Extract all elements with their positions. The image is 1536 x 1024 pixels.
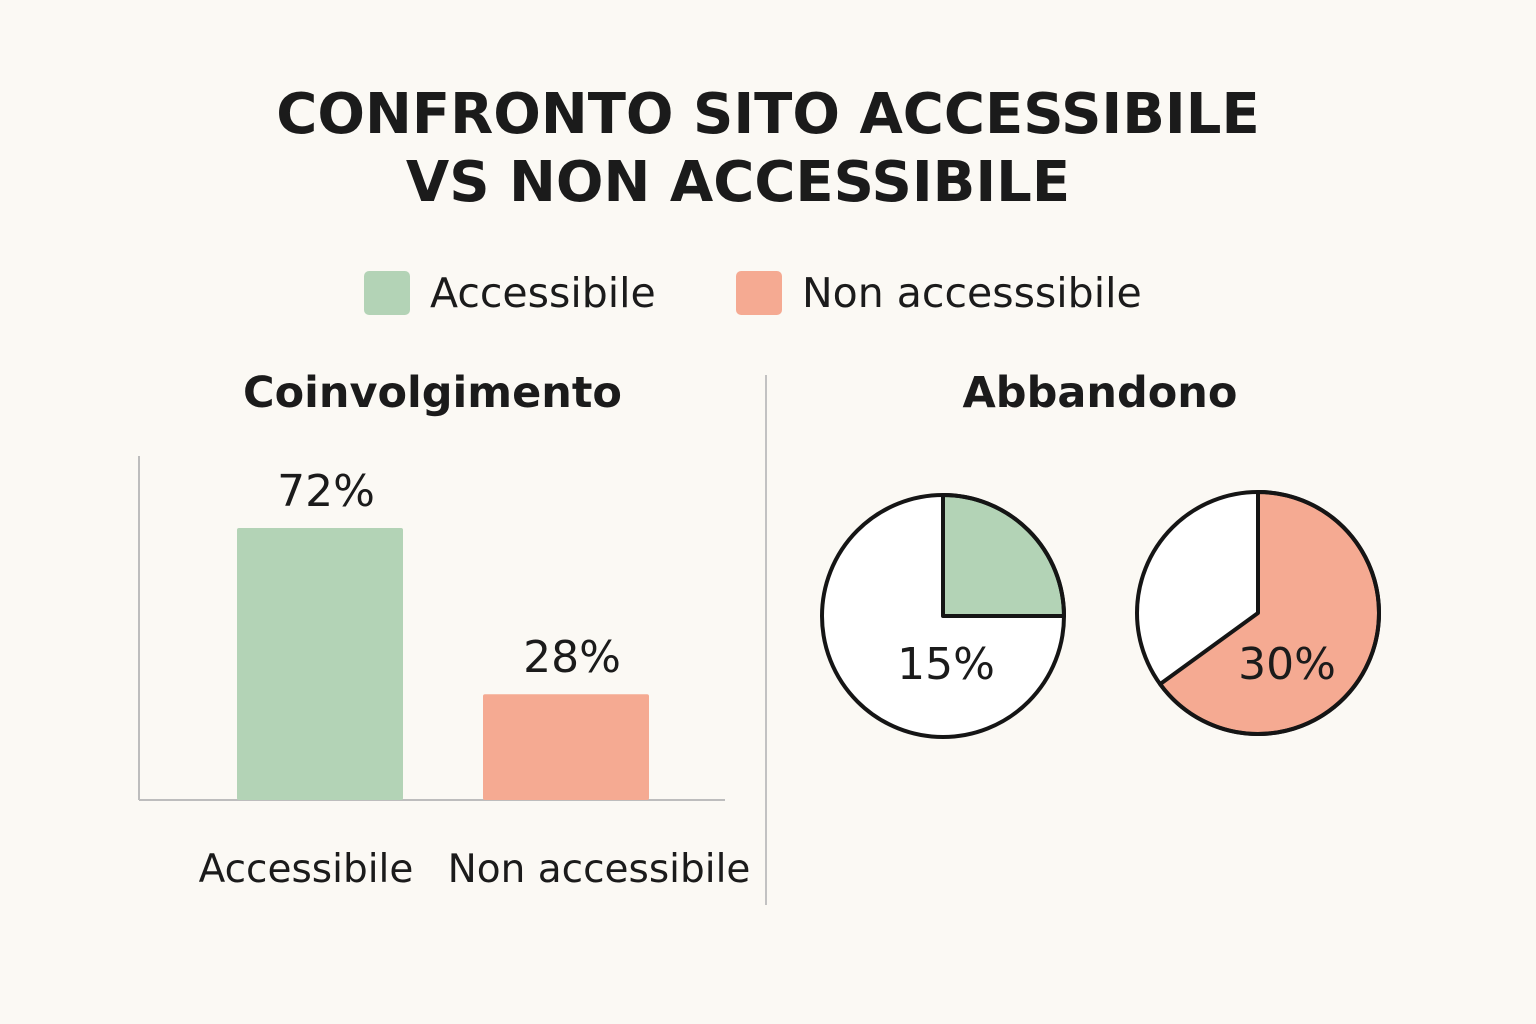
- bar-value-label: 28%: [523, 632, 621, 683]
- bar-chart-title: Coinvolgimento: [243, 368, 622, 418]
- bar-accessibile: [237, 528, 403, 800]
- legend-label-non-accessibile: Non accesssibile: [802, 269, 1142, 317]
- legend-item-accessibile: Accessibile: [364, 268, 656, 318]
- pie-chart-title: Abbandono: [962, 368, 1238, 418]
- bar-value-label: 72%: [277, 466, 375, 517]
- pie-outline: [820, 493, 1066, 739]
- pie-value-label: 30%: [1238, 639, 1336, 690]
- legend-item-non-accessibile: Non accesssibile: [736, 268, 1142, 318]
- bar-non-accessibile: [483, 694, 649, 800]
- section-divider: [765, 375, 767, 905]
- x-tick-label: Non accessibile: [448, 847, 751, 892]
- pie-outline: [1135, 490, 1381, 736]
- x-tick-label: Accessibile: [199, 847, 414, 892]
- legend-swatch-accessibile: [364, 271, 410, 315]
- legend-swatch-non-accessibile: [736, 271, 782, 315]
- pie-value-label: 15%: [897, 639, 995, 690]
- legend-label-accessibile: Accessibile: [430, 269, 656, 317]
- chart-title-line-2: VS NON ACCESSIBILE: [405, 150, 1071, 215]
- chart-title-line-1: CONFRONTO SITO ACCESSIBILE: [276, 82, 1260, 147]
